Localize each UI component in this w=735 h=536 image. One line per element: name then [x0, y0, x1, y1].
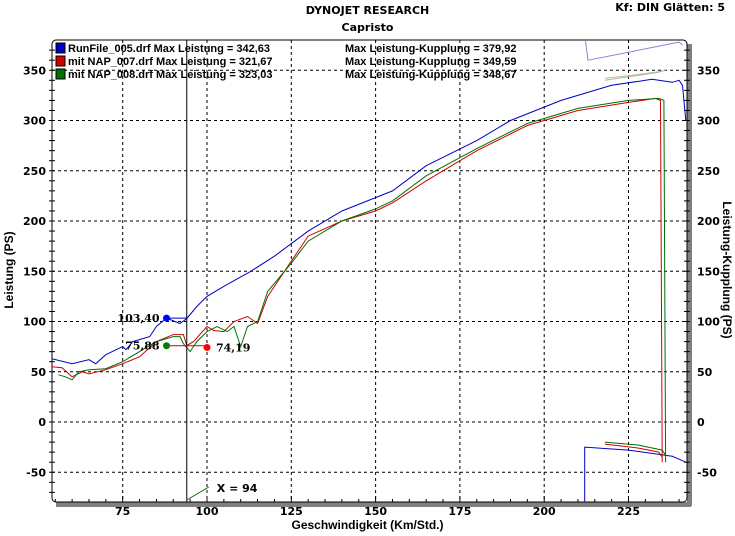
- y-tick-label: 350: [23, 64, 46, 77]
- x-tick-label: 100: [196, 505, 219, 518]
- legend-entry: mit NAP_007.drf Max Leistung = 321,67: [68, 56, 273, 68]
- chart-subtitle: Capristo: [341, 21, 394, 34]
- legend-entry-clutch: Max Leistung-Kupplung = 348,67: [345, 69, 516, 81]
- marker-value-label: 75,88: [125, 340, 160, 353]
- y-tick-label: 200: [23, 215, 46, 228]
- tail-line: [604, 443, 663, 458]
- y2-tick-label: 150: [697, 265, 720, 278]
- y2-tick-label: 50: [697, 366, 713, 379]
- y2-tick-label: -50: [697, 466, 717, 479]
- y2-tick-label: 200: [697, 215, 720, 228]
- tail-line: [584, 446, 687, 502]
- y-axis-label: Leistung (PS): [2, 231, 16, 309]
- y-tick-label: 100: [23, 316, 46, 329]
- marker-dot: [163, 342, 171, 350]
- power-line: [52, 78, 687, 365]
- clutch-line: [584, 40, 683, 61]
- marker-dot: [203, 343, 211, 351]
- y2-tick-label: 100: [697, 316, 720, 329]
- x-tick-label: 225: [617, 505, 640, 518]
- y-tick-label: -50: [26, 466, 46, 479]
- y2-axis-label: Leistung-Kupplung (PS): [720, 201, 734, 339]
- y-tick-label: 50: [31, 366, 47, 379]
- y-tick-label: 150: [23, 265, 46, 278]
- cursor-label: X = 94: [217, 482, 258, 495]
- frame-shadow-right: [687, 44, 692, 506]
- legend-swatch: [55, 68, 66, 80]
- legend-entry-clutch: Max Leistung-Kupplung = 349,59: [345, 56, 516, 68]
- tail-line: [604, 441, 667, 456]
- legend-entry-clutch: Max Leistung-Kupplung = 379,92: [345, 43, 516, 55]
- legend-entry: RunFile_005.drf Max Leistung = 342,63: [68, 43, 270, 55]
- x-tick-label: 200: [533, 505, 556, 518]
- plot-frame: [51, 39, 688, 503]
- marker-value-label: 74,19: [216, 341, 250, 354]
- y-tick-label: 0: [38, 416, 46, 429]
- cursor-label-leader: [186, 486, 210, 501]
- x-tick-label: 175: [448, 505, 471, 518]
- power-line: [58, 97, 667, 463]
- x-tick-label: 125: [280, 505, 303, 518]
- y-tick-label: 300: [23, 115, 46, 128]
- y-tick-label: 250: [23, 165, 46, 178]
- marker-value-label: 103,40: [117, 312, 159, 325]
- clutch-line: [604, 69, 666, 79]
- info-text: Kf: DIN Glätten: 5: [615, 1, 725, 14]
- x-axis-label: Geschwindigkeit (Km/Std.): [291, 518, 444, 532]
- frame-shadow-bottom: [56, 502, 691, 507]
- legend-swatch: [55, 42, 66, 54]
- y2-tick-label: 0: [697, 416, 705, 429]
- x-tick-label: 75: [115, 505, 130, 518]
- legend-entry: mit NAP_008.drf Max Leistung = 323,03: [68, 69, 273, 81]
- y2-tick-label: 300: [697, 115, 720, 128]
- legend-swatch: [55, 55, 66, 67]
- marker-dot: [163, 314, 171, 322]
- y2-tick-label: 350: [697, 64, 720, 77]
- power-line: [52, 97, 663, 463]
- chart-title: DYNOJET RESEARCH: [305, 4, 430, 17]
- x-tick-label: 150: [364, 505, 387, 518]
- y2-tick-label: 250: [697, 165, 720, 178]
